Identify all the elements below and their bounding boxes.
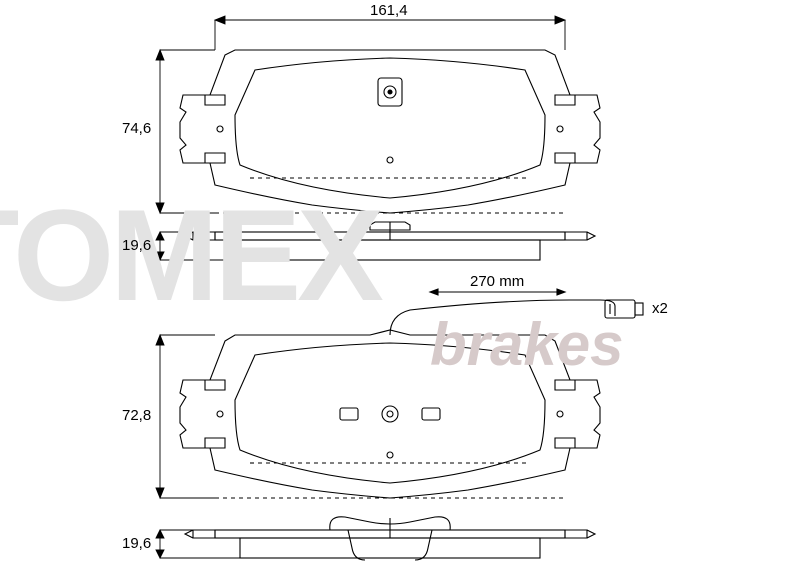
dim-thickness-upper bbox=[156, 232, 240, 260]
label-height-lower: 72,8 bbox=[122, 407, 151, 424]
lower-pad-side bbox=[185, 517, 595, 560]
label-height-upper: 74,6 bbox=[122, 120, 151, 137]
lower-pad-face bbox=[180, 330, 600, 498]
label-thickness-lower: 19,6 bbox=[122, 535, 151, 552]
dim-height-upper bbox=[156, 50, 215, 213]
dim-thickness-lower bbox=[156, 530, 240, 558]
dim-height-lower bbox=[156, 335, 215, 498]
diagram-canvas: TOMEX brakes bbox=[0, 0, 786, 583]
upper-pad-face bbox=[180, 50, 600, 213]
dim-width-top bbox=[215, 16, 565, 50]
label-width-top: 161,4 bbox=[370, 2, 408, 19]
label-sensor-qty: x2 bbox=[652, 300, 668, 317]
technical-drawing-svg bbox=[0, 0, 786, 583]
upper-pad-side bbox=[185, 222, 595, 260]
sensor-cable bbox=[390, 289, 643, 335]
label-sensor-cable: 270 mm bbox=[470, 273, 524, 290]
label-thickness-upper: 19,6 bbox=[122, 237, 151, 254]
